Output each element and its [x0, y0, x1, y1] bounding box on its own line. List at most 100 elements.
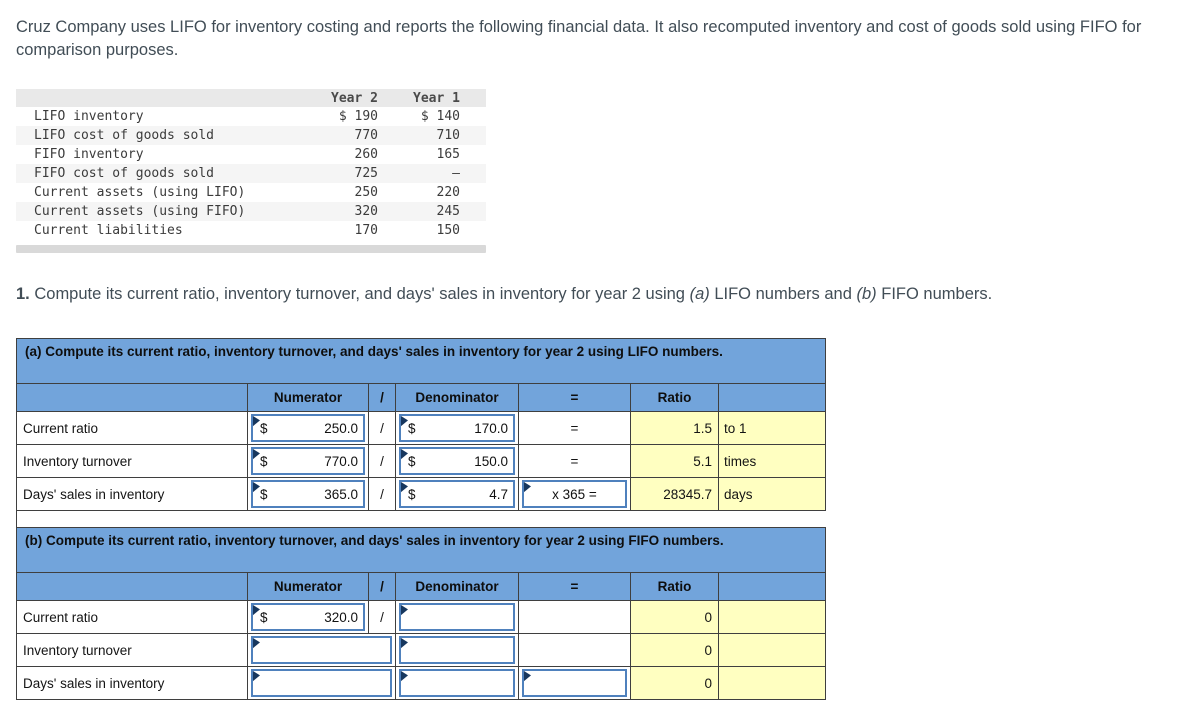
row-label: LIFO inventory — [34, 109, 144, 124]
numerator-input[interactable] — [251, 636, 392, 664]
cell-flag-icon — [401, 416, 408, 427]
divide-column-header: / — [368, 383, 396, 412]
cell-flag-icon — [524, 671, 531, 682]
cell-flag-icon — [253, 449, 260, 460]
table-row: Inventory turnover 0 — [16, 633, 827, 667]
row-label: Current liabilities — [34, 223, 183, 238]
table-row: LIFO inventory $ 190 $ 140 — [16, 107, 486, 126]
cell-flag-icon — [401, 482, 408, 493]
year2-value: 320 — [354, 204, 378, 219]
row-label: FIFO inventory — [34, 147, 144, 162]
cell-flag-icon — [253, 605, 260, 616]
divide-sign: / — [368, 444, 396, 478]
ratio-result-cell: 0 — [630, 600, 719, 634]
equals-column-header: = — [518, 383, 631, 412]
row-label: Current ratio — [16, 411, 248, 445]
table-row: Current ratio $ 250.0 / $ 170.0 = 1.5 to… — [16, 411, 826, 445]
worksheet-a: (a) Compute its current ratio, inventory… — [16, 338, 826, 511]
cell-flag-icon — [253, 638, 260, 649]
label-column-header — [16, 572, 248, 601]
cell-flag-icon — [401, 638, 408, 649]
intro-paragraph: Cruz Company uses LIFO for inventory cos… — [16, 18, 1142, 59]
year1-value: 150 — [436, 223, 460, 238]
table-scrollbar[interactable] — [16, 245, 486, 253]
multiplier-input[interactable]: x 365 = — [522, 480, 627, 508]
table-row: LIFO cost of goods sold 770 710 — [16, 126, 486, 145]
multiplier-input[interactable] — [522, 669, 627, 697]
divide-sign: / — [368, 477, 396, 511]
year1-value: 710 — [436, 128, 460, 143]
denominator-input[interactable] — [399, 603, 515, 631]
numerator-input[interactable]: $ 250.0 — [251, 414, 365, 442]
year2-value: 725 — [354, 166, 378, 181]
equals-cell-empty — [518, 600, 631, 634]
equals-column-header: = — [518, 572, 631, 601]
year1-value: 245 — [436, 204, 460, 219]
table-row: Days' sales in inventory $ 365.0 / $ 4.7… — [16, 477, 826, 511]
ratio-unit-cell: days — [718, 477, 826, 511]
numerator-column-header: Numerator — [247, 572, 369, 601]
financial-data-table: Year 2 Year 1 LIFO inventory $ 190 $ 140… — [16, 89, 486, 240]
question-text: 1. Compute its current ratio, inventory … — [16, 285, 993, 303]
ratio-unit-cell: to 1 — [718, 411, 826, 445]
table-row: Inventory turnover $ 770.0 / $ 150.0 = 5… — [16, 444, 826, 478]
year2-value: 260 — [354, 147, 378, 162]
ratio-unit-cell — [717, 666, 827, 700]
year1-value: $ 140 — [420, 109, 460, 124]
denominator-input[interactable] — [399, 669, 515, 697]
divide-sign: / — [368, 411, 396, 445]
ratio-column-header: Ratio — [630, 572, 719, 601]
denominator-input[interactable]: $ 170.0 — [399, 414, 515, 442]
denominator-input[interactable]: $ 4.7 — [399, 480, 515, 508]
year1-value: 165 — [436, 147, 460, 162]
label-column-header — [16, 383, 248, 412]
empty-grid-row-edge — [16, 502, 19, 527]
equals-sign: = — [518, 411, 631, 445]
numerator-input[interactable] — [251, 669, 392, 697]
cell-flag-icon — [401, 449, 408, 460]
year1-value: – — [452, 166, 460, 181]
numerator-input[interactable]: $ 365.0 — [251, 480, 365, 508]
year2-column-header: Year 2 — [331, 90, 378, 106]
row-label: Current assets (using FIFO) — [34, 204, 246, 219]
ratio-result-cell: 0 — [630, 666, 719, 700]
denominator-column-header: Denominator — [395, 572, 519, 601]
year1-column-header: Year 1 — [413, 90, 460, 106]
ratio-result-cell: 5.1 — [630, 444, 719, 478]
unit-column-header — [717, 572, 827, 601]
ratio-unit-cell — [717, 633, 827, 667]
row-label: FIFO cost of goods sold — [34, 166, 215, 181]
divide-column-header: / — [368, 572, 396, 601]
cell-flag-icon — [401, 605, 408, 616]
year2-value: 170 — [354, 223, 378, 238]
table-row: FIFO inventory 260 165 — [16, 145, 486, 164]
numerator-column-header: Numerator — [247, 383, 369, 412]
denominator-input[interactable] — [399, 636, 515, 664]
table-row: Days' sales in inventory 0 — [16, 666, 827, 700]
table-row: Current ratio $ 320.0 / 0 — [16, 600, 827, 634]
unit-column-header — [718, 383, 826, 412]
financial-table-header-row: Year 2 Year 1 — [16, 89, 486, 107]
ratio-result-cell: 28345.7 — [630, 477, 719, 511]
cell-flag-icon — [524, 482, 531, 493]
cell-flag-icon — [253, 482, 260, 493]
cell-flag-icon — [401, 671, 408, 682]
numerator-input[interactable]: $ 320.0 — [251, 603, 365, 631]
row-label: Inventory turnover — [16, 633, 248, 667]
equals-cell-empty — [518, 633, 631, 667]
worksheet-b: (b) Compute its current ratio, inventory… — [15, 527, 827, 700]
ratio-column-header: Ratio — [630, 383, 719, 412]
numerator-input[interactable]: $ 770.0 — [251, 447, 365, 475]
denominator-column-header: Denominator — [395, 383, 519, 412]
row-label: Inventory turnover — [16, 444, 248, 478]
year1-value: 220 — [436, 185, 460, 200]
ratio-result-cell: 1.5 — [630, 411, 719, 445]
divide-sign: / — [368, 600, 396, 634]
row-label: LIFO cost of goods sold — [34, 128, 215, 143]
worksheet-b-title: (b) Compute its current ratio, inventory… — [15, 527, 827, 573]
table-row: Current assets (using FIFO) 320 245 — [16, 202, 486, 221]
equals-sign: = — [518, 444, 631, 478]
row-label: Current assets (using LIFO) — [34, 185, 246, 200]
year2-value: 770 — [354, 128, 378, 143]
denominator-input[interactable]: $ 150.0 — [399, 447, 515, 475]
